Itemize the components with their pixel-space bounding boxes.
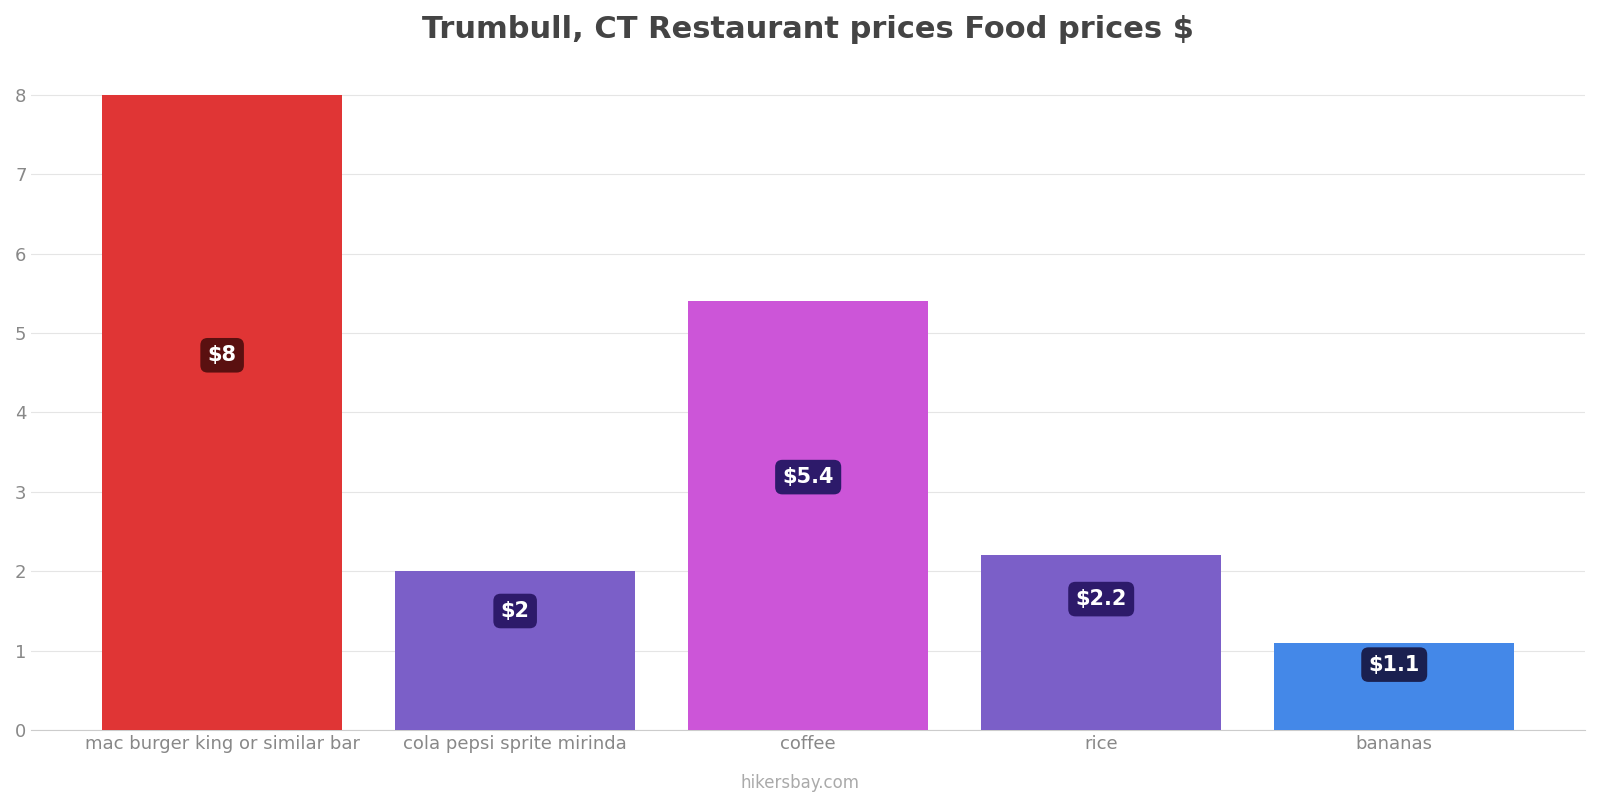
Text: $5.4: $5.4 <box>782 467 834 487</box>
Bar <box>395 571 635 730</box>
Bar <box>1274 642 1514 730</box>
Bar <box>981 555 1221 730</box>
Text: $8: $8 <box>208 346 237 366</box>
Text: $2: $2 <box>501 601 530 621</box>
Text: $2.2: $2.2 <box>1075 589 1126 609</box>
Text: $1.1: $1.1 <box>1368 654 1419 674</box>
Bar <box>102 94 342 730</box>
Bar <box>688 302 928 730</box>
Text: hikersbay.com: hikersbay.com <box>741 774 859 792</box>
Title: Trumbull, CT Restaurant prices Food prices $: Trumbull, CT Restaurant prices Food pric… <box>422 15 1194 44</box>
